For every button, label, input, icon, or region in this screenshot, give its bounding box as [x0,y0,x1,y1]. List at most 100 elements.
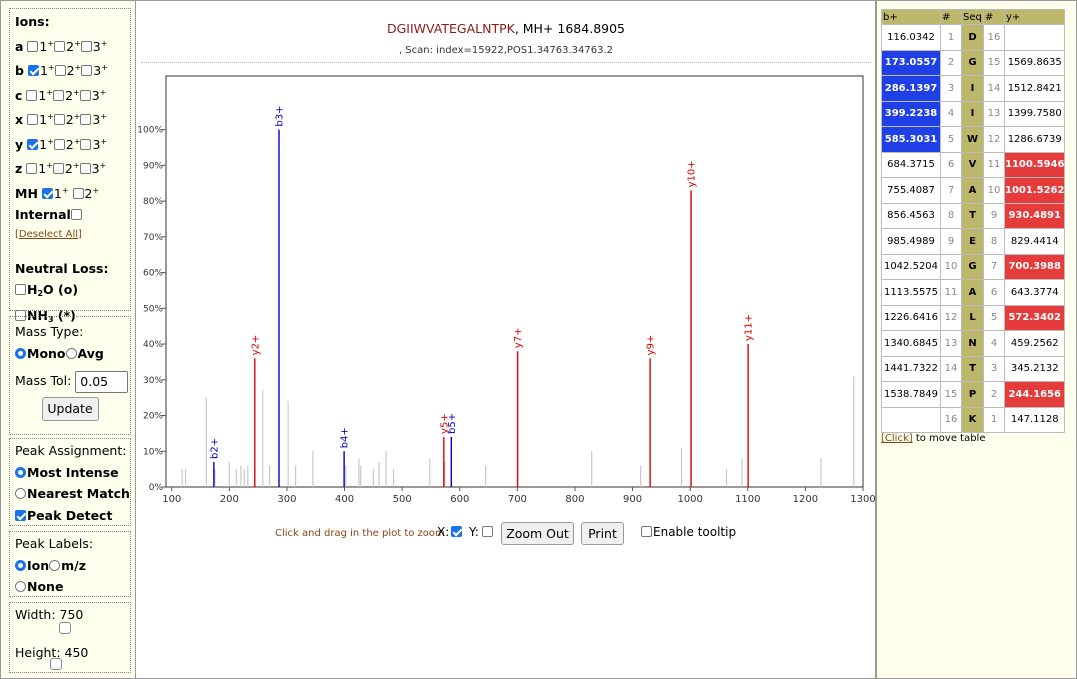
ion-y-charge-3-checkbox[interactable] [80,138,92,150]
b-ion-cell [881,406,941,433]
ion-z-charge-1-checkbox[interactable] [26,163,38,174]
table-row: 116.0342 1 D 16 [881,24,1066,51]
zoom-out-button[interactable]: Zoom Out [501,522,574,545]
table-row: 684.3715 6 V 11 1100.5946 [881,151,1066,178]
y-index-cell: 14 [983,75,1005,102]
ion-row-c: c 1+ 2+ 3+ [15,87,107,103]
print-button[interactable]: Print [581,522,624,545]
peak-labels-section: Peak Labels: Ion m/z None [9,531,131,597]
width-slider[interactable] [59,622,71,634]
b-ion-cell: 116.0342 [881,24,941,51]
ion-x-charge-1-checkbox[interactable] [27,114,39,125]
residue-cell: I [961,100,984,127]
ion-row-a: a 1+ 2+ 3+ [15,38,108,54]
move-table-link[interactable]: [Click] [881,433,913,444]
table-row: 755.4087 7 A 10 1001.5262 [881,177,1066,204]
ion-b-charge-3-checkbox[interactable] [81,65,93,76]
b-ion-cell: 856.4563 [881,202,941,229]
y-tick-label: 70% [143,233,163,243]
y-ion-cell: 1001.5262 [1003,177,1066,204]
update-button[interactable]: Update [41,396,99,421]
mh-row: MH 1+ 2+ [15,185,100,201]
fragment-panel: b+ # Seq # y+ 116.0342 1 D 16 173.0557 2 G 15 15… [876,0,1077,679]
tooltip-checkbox[interactable] [641,526,652,537]
ion-type-label: c [15,87,23,103]
zoom-hint: Click and drag in the plot to zoom [275,528,445,539]
y-ion-cell [1003,24,1066,51]
y-index-cell: 4 [983,330,1005,357]
ion-b-charge-1-checkbox[interactable] [27,65,39,76]
residue-cell: K [961,406,984,433]
ion-z-charge-3-checkbox[interactable] [79,163,91,174]
ion-a-charge-3-checkbox[interactable] [80,40,92,52]
y-zoom-checkbox[interactable] [482,526,493,537]
ion-y-charge-2-checkbox[interactable] [53,138,65,150]
mz-label-radio[interactable] [49,559,61,571]
mh-2-checkbox[interactable] [72,187,84,199]
y-tick-label: 80% [143,197,163,207]
mh-1-checkbox[interactable] [41,187,53,199]
peak-detect-label: Peak Detect [27,507,113,523]
most-intense-radio[interactable] [15,466,26,478]
y-index-cell: 16 [983,24,1005,51]
b-index-cell: 1 [940,24,962,51]
ion-y-charge-1-checkbox[interactable] [27,138,39,150]
b-index-cell: 6 [940,151,962,178]
peak-assignment-heading: Peak Assignment: [15,443,127,458]
x-tick-label: 800 [565,494,584,505]
none-label-radio[interactable] [15,581,26,592]
ion-c-charge-3-checkbox[interactable] [79,89,91,101]
residue-cell: T [961,202,984,229]
move-table-note: [Click] to move table [881,433,985,444]
y-tick-label: 100% [137,126,163,136]
avg-radio[interactable] [65,347,77,359]
b-ion-cell: 1441.7322 [881,355,941,382]
ion-a-charge-2-checkbox[interactable] [54,40,66,52]
b-ion-cell: 173.0557 [881,49,941,76]
h2o-checkbox[interactable] [15,284,26,295]
h2o-label: H2O (o) [27,282,79,298]
col-seq-header: Seq [961,9,984,25]
ion-c-charge-2-checkbox[interactable] [53,89,65,101]
y-ion-cell: 1512.8421 [1003,75,1066,102]
x-zoom-checkbox[interactable] [451,526,462,537]
internal-label: Internal [15,207,71,222]
ion-a-charge-1-checkbox[interactable] [27,40,39,52]
ion-b-charge-2-checkbox[interactable] [54,65,66,76]
mass-tol-input[interactable]: 0.05 [75,370,129,393]
x-tick-label: 300 [277,494,296,505]
ion-x-charge-3-checkbox[interactable] [80,114,92,125]
table-row: 1340.6845 13 N 4 459.2562 [881,330,1066,357]
deselect-all-link[interactable]: [Deselect All] [15,228,82,240]
peak-labels-heading: Peak Labels: [15,536,94,551]
nearest-match-radio[interactable] [15,488,26,499]
nh3-checkbox[interactable] [15,309,26,321]
mono-radio[interactable] [15,347,26,359]
neutral-loss-heading: Neutral Loss: [15,260,109,276]
peak-assignment-section: Peak Assignment: Most Intense Nearest Ma… [9,438,131,526]
height-slider[interactable] [50,658,62,670]
y-index-cell: 7 [983,253,1005,280]
ion-x-charge-2-checkbox[interactable] [53,114,65,125]
peak-label: b2+ [209,438,220,459]
b-index-cell: 8 [940,202,962,229]
charge-label: 3 [92,112,101,127]
x-tick-label: 1000 [677,494,702,505]
ion-c-charge-1-checkbox[interactable] [26,89,38,101]
mh-label: MH [15,185,38,201]
internal-checkbox[interactable] [70,209,82,220]
ion-z-charge-2-checkbox[interactable] [52,163,64,174]
table-row: 585.3031 5 W 12 1286.6739 [881,126,1066,153]
x-tick-label: 1200 [793,494,818,505]
x-tick-label: 400 [335,494,354,505]
col-b-header: b+ [881,9,941,25]
b-index-cell: 10 [940,253,962,280]
peak-detect-checkbox[interactable] [15,509,26,521]
b-index-cell: 15 [940,381,962,408]
table-row: 856.4563 8 T 9 930.4891 [881,202,1066,229]
charge-label: 3 [92,136,101,152]
b-index-cell: 16 [940,406,962,433]
ion-label-radio[interactable] [15,559,26,571]
spectrum-plot[interactable]: 100 200 300 400 500 600 700 800 900 1000 1100 1200 1… [136,61,876,511]
y-index-cell: 6 [983,279,1005,306]
